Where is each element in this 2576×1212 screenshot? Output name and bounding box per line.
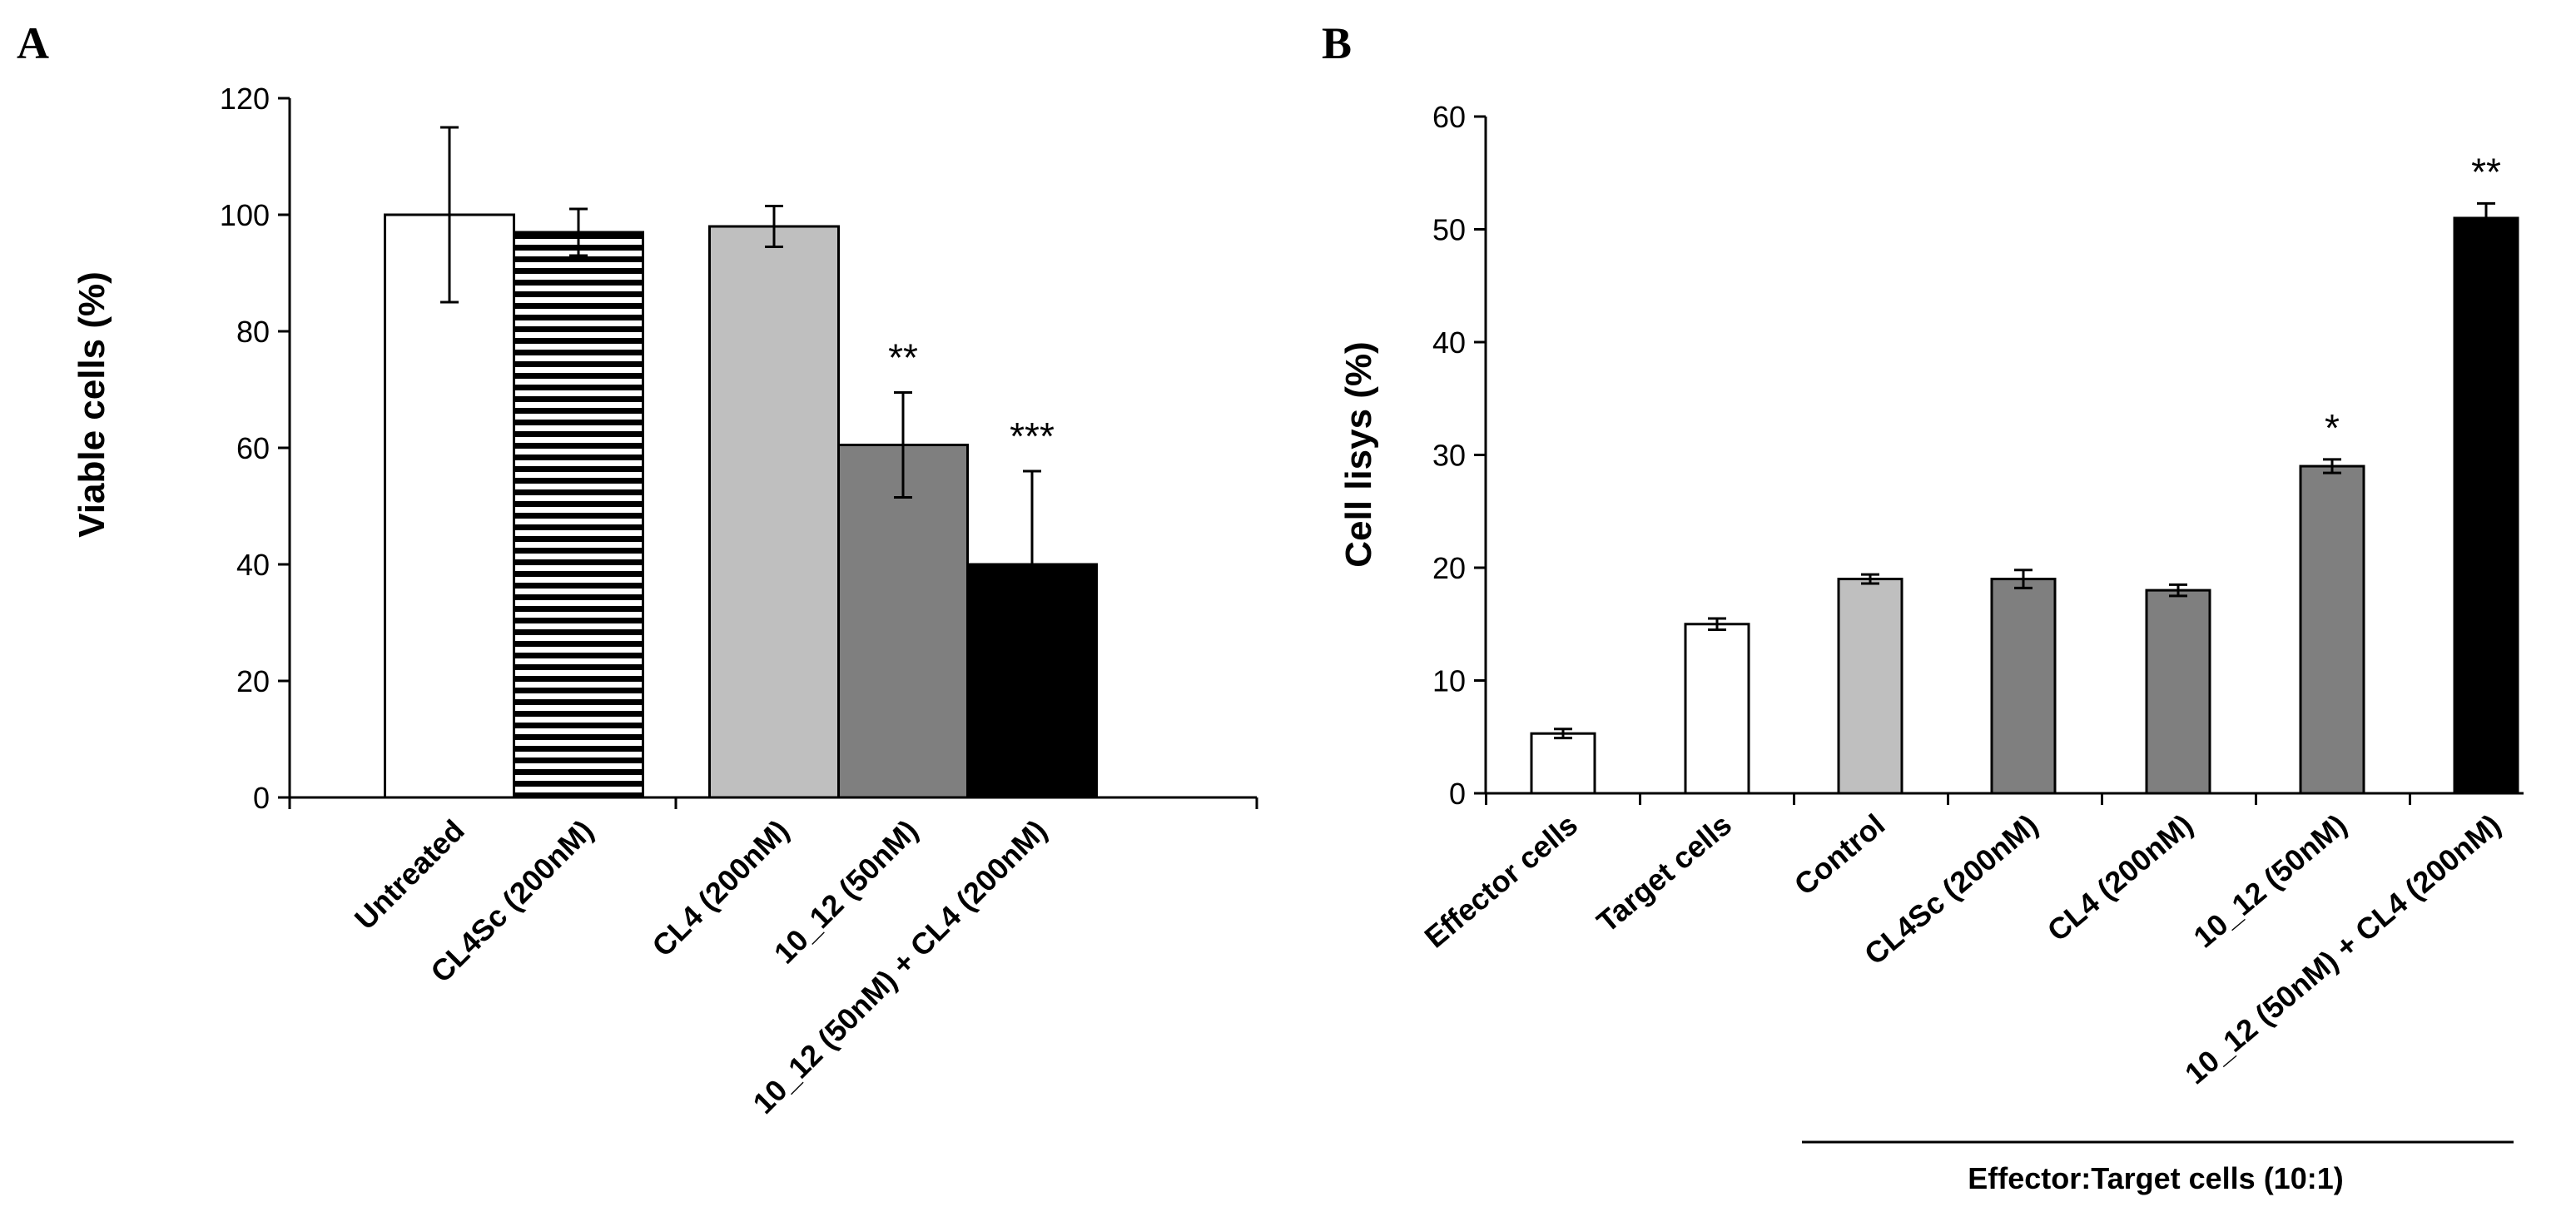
- bar: [513, 231, 644, 799]
- bar: [837, 444, 969, 799]
- y-tick-label: 10: [1432, 664, 1466, 698]
- category-label: 10_12 (50nM) + CL4 (200nM): [2178, 807, 2507, 1091]
- bar: [708, 225, 840, 799]
- y-tick-label: 20: [236, 664, 270, 698]
- category-label: Effector cells: [1418, 807, 1585, 955]
- y-tick-label: 80: [236, 315, 270, 349]
- bar: [1837, 578, 1903, 795]
- panel-b-y-ticks: 0 10 20 30 40 50 60: [1432, 100, 2411, 811]
- bar: [1684, 623, 1750, 795]
- panel-a-y-ticks: 0 20 40 60 80 100 120: [220, 82, 1258, 815]
- panel-a-bars: [384, 213, 1098, 799]
- category-label: CL4 (200nM): [2041, 807, 2199, 948]
- panel-a-y-axis-label: Viable cells (%): [72, 271, 112, 538]
- bar: [1530, 732, 1596, 795]
- category-label: Target cells: [1591, 807, 1739, 939]
- panel-b-bars: [1530, 216, 2519, 795]
- y-tick-label: 0: [1449, 777, 1466, 811]
- bar: [2145, 589, 2211, 795]
- y-tick-label: 50: [1432, 213, 1466, 247]
- significance-label: **: [888, 336, 918, 380]
- significance-label: *: [2325, 406, 2340, 450]
- y-tick-label: 60: [236, 431, 270, 465]
- panel-b-y-axis-label: Cell lisys (%): [1338, 341, 1379, 567]
- panel-b-significance-labels: ***: [2325, 150, 2501, 450]
- bar: [1990, 578, 2057, 795]
- y-tick-label: 40: [1432, 325, 1466, 360]
- y-tick-label: 0: [253, 781, 270, 815]
- y-tick-label: 20: [1432, 551, 1466, 585]
- y-tick-label: 120: [220, 82, 270, 116]
- bar: [2453, 216, 2519, 795]
- significance-label: **: [2471, 150, 2501, 193]
- category-label: Untreated: [348, 813, 471, 936]
- group-label: Effector:Target cells (10:1): [1968, 1161, 2343, 1195]
- panel-a-error-bars: [440, 126, 1041, 659]
- panel-a-significance-labels: *****: [888, 336, 1055, 459]
- category-label: Control: [1788, 807, 1891, 902]
- category-label: 10_12 (50nM): [2187, 807, 2354, 955]
- panel-b-error-bars: [1554, 201, 2495, 740]
- panel-letter-b: B: [1322, 18, 1352, 68]
- bar: [384, 213, 515, 799]
- y-tick-label: 100: [220, 198, 270, 232]
- y-tick-label: 30: [1432, 439, 1466, 473]
- panel-letter-a: A: [17, 18, 49, 68]
- y-tick-label: 40: [236, 548, 270, 582]
- significance-label: ***: [1010, 415, 1055, 458]
- bar: [2299, 464, 2365, 795]
- y-tick-label: 60: [1432, 100, 1466, 134]
